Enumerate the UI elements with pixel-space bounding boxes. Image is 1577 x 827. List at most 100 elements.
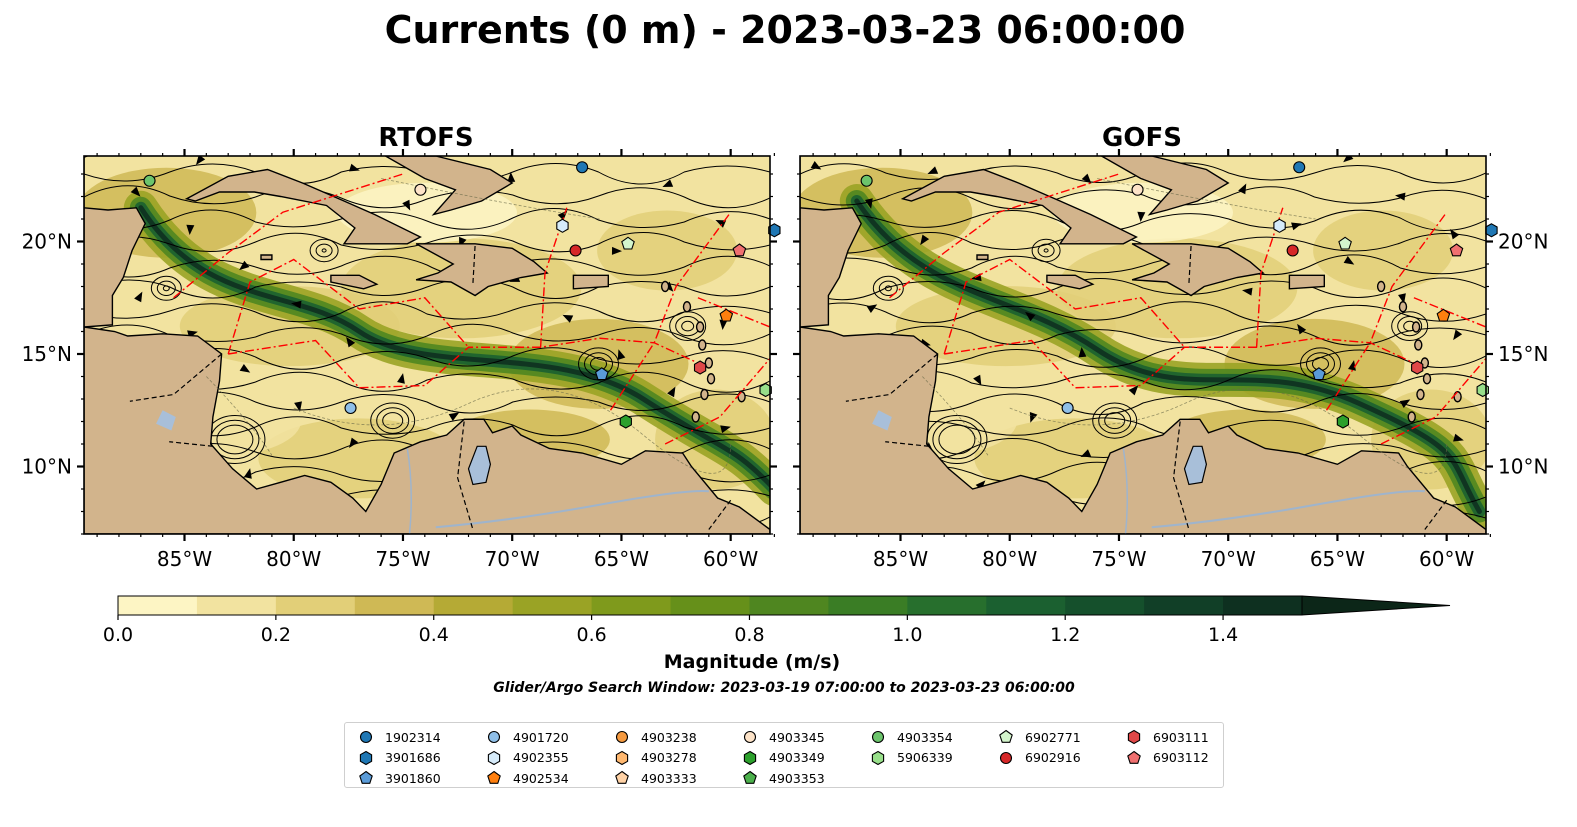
legend-column: 1902314 3901686 3901860 [353, 727, 441, 789]
current-jet [854, 198, 1482, 514]
country-borders [845, 245, 1448, 530]
colorbar: 0.0 0.2 0.4 0.6 0.8 1.0 1.2 1.4 [103, 595, 1451, 646]
float-4902355 [1273, 218, 1286, 233]
float-4903354 [143, 174, 156, 187]
lat-tick-label: 15°N [22, 342, 72, 366]
legend-label: 6902771 [1025, 729, 1081, 745]
legend-label: 4902355 [513, 750, 569, 766]
lon-tick-label: 80°W [982, 547, 1037, 571]
lake-maracaibo [1183, 445, 1208, 486]
float-4901720 [1061, 401, 1074, 415]
legend-label: 4903345 [769, 729, 825, 745]
legend-label: 4902534 [513, 770, 569, 786]
lon-tick-label: 85°W [157, 547, 212, 571]
legend-label: 4903353 [769, 770, 825, 786]
colorbar-segment [275, 596, 356, 615]
circle-marker-icon [359, 731, 373, 744]
circle-marker-icon [487, 731, 501, 744]
legend-entry: 6902916 [993, 748, 1081, 769]
legend-label: 6903111 [1153, 729, 1209, 745]
legend-label: 4903349 [769, 750, 825, 766]
colorbar-segment [1065, 596, 1145, 615]
circle-marker-icon [999, 751, 1013, 764]
colorbar-segment [828, 596, 908, 615]
float-6902916 [1286, 244, 1299, 257]
pentagon-marker [743, 771, 757, 785]
figure-title: Currents (0 m) - 2023-03-23 06:00:00 [385, 8, 1186, 52]
panel-title-rtofs: RTOFS [378, 123, 473, 153]
map-panel-rtofs: 85°W 80°W 75°W 70°W 65°W 60°W 20°N 15°N 10°N [22, 149, 781, 571]
float-legend: 1902314 3901686 3901860 4901720 4902355 49025… [344, 722, 1224, 788]
lon-tick-label: 65°W [1310, 547, 1365, 571]
land [800, 156, 1486, 534]
colorbar-segment [986, 596, 1066, 615]
lat-tick-label: 10°N [1498, 455, 1548, 479]
legend-entry: 4903354 [865, 727, 953, 748]
lon-tick-label: 65°W [594, 547, 649, 571]
search-window-subtitle: Glider/Argo Search Window: 2023-03-19 07… [493, 680, 1075, 696]
lon-tick-label: 60°W [1419, 547, 1474, 571]
colorbar-tick-label: 0.8 [734, 624, 764, 646]
land [84, 156, 770, 534]
float-6903112 [732, 243, 747, 257]
colorbar-segment [512, 596, 593, 615]
pentagon-marker-icon [999, 730, 1013, 744]
legend-entry: 4902534 [481, 768, 569, 789]
legend-entry: 4901720 [481, 727, 569, 748]
river [435, 489, 709, 529]
float-6902916 [569, 244, 582, 257]
circle-marker [743, 731, 757, 744]
float-6903112 [1449, 243, 1464, 257]
legend-entry: 6902771 [993, 727, 1081, 748]
eez-boundaries [173, 173, 770, 445]
float-markers [143, 161, 781, 429]
legend-entry: 4903349 [737, 748, 825, 769]
colorbar-tick-label: 0.6 [576, 624, 606, 646]
legend-entry: 4902355 [481, 748, 569, 769]
float-6902771 [1338, 236, 1352, 250]
legend-entry: 1902314 [353, 727, 441, 748]
colorbar-label: Magnitude (m/s) [664, 651, 841, 673]
legend-label: 4903333 [641, 770, 697, 786]
circle-marker [871, 731, 885, 744]
colorbar-segment [1223, 596, 1303, 615]
legend-column: 4903354 5906339 [865, 727, 953, 768]
float-6902771 [621, 236, 635, 250]
colorbar-segment [433, 596, 514, 615]
circle-marker [999, 751, 1013, 764]
float-4903345 [1131, 183, 1144, 196]
colorbar-tick-label: 0.4 [419, 624, 449, 646]
legend-entry: 4903278 [609, 748, 697, 769]
hexagon-marker-icon [1127, 730, 1141, 745]
pentagon-marker-icon [1127, 750, 1141, 764]
float-5906339 [759, 382, 772, 398]
float-6903111 [1411, 360, 1424, 375]
hexagon-marker-icon [487, 750, 501, 765]
legend-column: 4903238 4903278 4903333 [609, 727, 697, 789]
colorbar-segment [354, 596, 435, 615]
lake-maracaibo [467, 445, 492, 486]
legend-column: 6903111 6903112 [1121, 727, 1209, 768]
lon-tick-label: 70°W [485, 547, 540, 571]
legend-label: 1902314 [385, 729, 441, 745]
legend-entry: 4903333 [609, 768, 697, 789]
float-1902314 [576, 161, 589, 174]
hexagon-marker [487, 750, 501, 765]
hexagon-marker [1127, 730, 1141, 745]
colorbar-segment [118, 596, 198, 615]
float-4902355 [556, 218, 569, 233]
lon-tick-label: 75°W [375, 547, 430, 571]
current-jet [138, 205, 770, 489]
legend-column: 4903345 4903349 4903353 [737, 727, 825, 789]
hexagon-marker-icon [871, 750, 885, 765]
circle-marker-icon [615, 731, 629, 744]
hexagon-marker [615, 750, 629, 765]
lat-tick-label: 20°N [1498, 230, 1548, 254]
colorbar-extend-arrow [1301, 595, 1451, 616]
legend-label: 4903278 [641, 750, 697, 766]
hexagon-marker [871, 750, 885, 765]
legend-entry: 4903353 [737, 768, 825, 789]
panel-title-gofs: GOFS [1102, 123, 1182, 153]
hexagon-marker-icon [359, 750, 373, 765]
hexagon-marker-icon [743, 750, 757, 765]
